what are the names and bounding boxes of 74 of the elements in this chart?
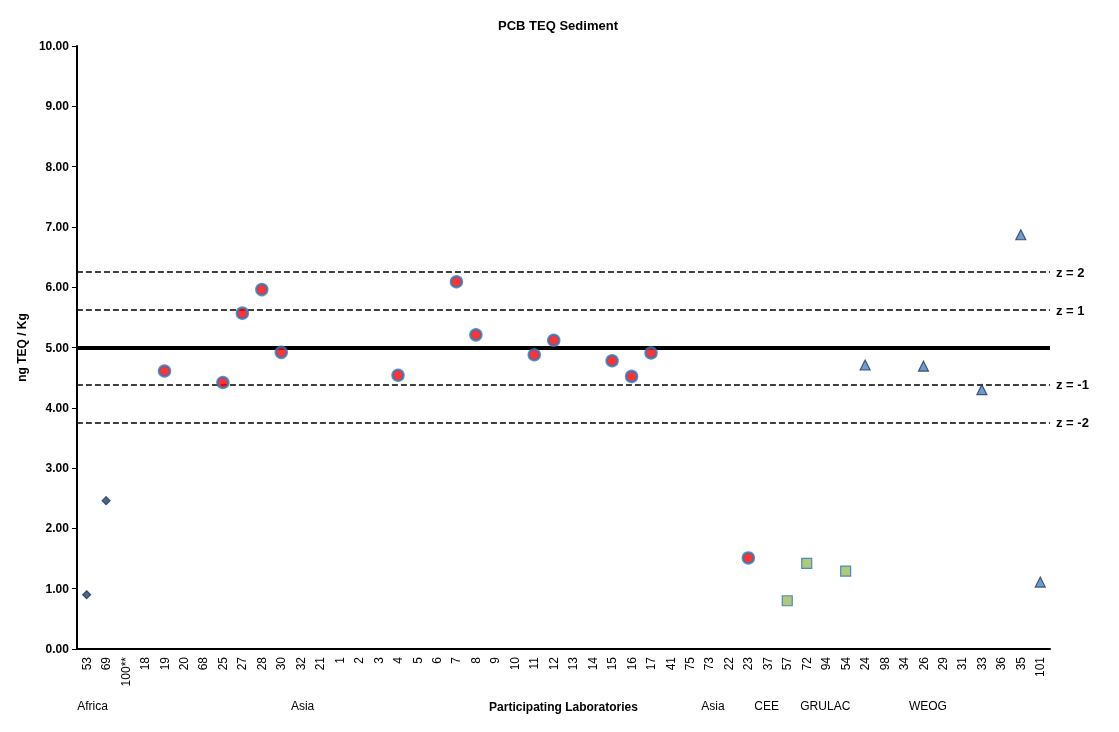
x-tick-label: 31 — [955, 656, 970, 671]
x-tick-label: 41 — [663, 656, 678, 671]
x-tick-label: 30 — [274, 656, 289, 671]
y-tick-label: 5.00 — [45, 340, 70, 355]
x-tick-label: 19 — [157, 656, 172, 671]
y-tick-label: 8.00 — [45, 159, 70, 174]
x-tick-label: 75 — [682, 656, 697, 671]
x-tick-label: 94 — [819, 656, 834, 671]
y-tick-label: 2.00 — [45, 521, 70, 536]
x-tick-label: 25 — [215, 656, 230, 671]
x-tick-label: 73 — [702, 656, 717, 671]
x-tick-label: 17 — [644, 656, 659, 671]
x-tick-label: 72 — [799, 656, 814, 671]
x-tick-label: 9 — [488, 656, 503, 664]
x-tick-label: 57 — [780, 656, 795, 671]
x-tick-label: 35 — [1013, 656, 1028, 671]
x-tick-label: 7 — [449, 656, 464, 664]
text: Africa — [77, 699, 109, 713]
x-tick-label: 2 — [352, 656, 367, 664]
text: Asia — [290, 699, 315, 713]
y-tick-label: 6.00 — [45, 280, 70, 295]
text: CEE — [754, 699, 780, 713]
x-tick-label: 32 — [293, 656, 308, 671]
x-tick-label: 21 — [313, 656, 328, 671]
x-tick-label: 5 — [410, 656, 425, 664]
x-axis-title: Participating Laboratories — [489, 700, 639, 714]
x-tick-label: 20 — [176, 656, 191, 671]
x-tick-label: 24 — [858, 656, 873, 671]
y-tick-label: 0.00 — [45, 642, 70, 656]
x-tick-label: 1 — [332, 656, 347, 664]
x-tick-label: 26 — [916, 656, 931, 671]
x-tick-label: 3 — [371, 656, 386, 664]
y-tick-label: 7.00 — [45, 219, 70, 234]
x-tick-label: 28 — [254, 656, 269, 671]
x-tick-label: 29 — [935, 656, 950, 671]
text: Asia — [701, 699, 725, 713]
y-tick-label: 3.00 — [45, 461, 70, 476]
text: WEOG — [908, 699, 947, 713]
text: GRULAC — [800, 699, 851, 713]
x-tick-label: 27 — [235, 656, 250, 671]
x-tick-label: 8 — [468, 656, 483, 664]
x-tick-label: 98 — [877, 656, 892, 671]
x-tick-label: 23 — [741, 656, 756, 671]
x-tick-label: 13 — [566, 656, 581, 671]
x-tick-label: 69 — [99, 656, 114, 671]
y-tick-label: 10.00 — [38, 39, 70, 53]
y-axis-title: ng TEQ / Kg — [15, 313, 29, 382]
x-tick-label: 11 — [527, 656, 542, 670]
x-tick-label: 16 — [624, 656, 639, 671]
x-tick-label: 68 — [196, 656, 211, 671]
y-tick-label: 4.00 — [45, 400, 70, 415]
text: z = -2 — [1056, 415, 1089, 431]
text: z = -1 — [1056, 377, 1089, 393]
x-tick-label: 12 — [546, 656, 561, 671]
y-tick-label: 1.00 — [45, 581, 70, 596]
x-tick-label: 33 — [974, 656, 989, 671]
text: z = 2 — [1056, 264, 1085, 280]
x-tick-label: 37 — [760, 656, 775, 671]
x-tick-label: 100** — [118, 656, 133, 687]
x-tick-label: 53 — [79, 656, 94, 671]
x-tick-label: 10 — [507, 656, 522, 671]
x-tick-label: 18 — [138, 656, 153, 671]
x-tick-label: 6 — [429, 656, 444, 664]
x-tick-label: 15 — [605, 656, 620, 671]
x-tick-label: 54 — [838, 656, 853, 671]
x-tick-label: 101 — [1033, 656, 1048, 678]
x-tick-label: 36 — [994, 656, 1009, 671]
x-tick-label: 34 — [897, 656, 912, 671]
x-tick-label: 4 — [391, 656, 406, 664]
chart-title: PCB TEQ Sediment — [498, 18, 619, 33]
x-tick-label: 22 — [721, 656, 736, 671]
text: z = 1 — [1056, 302, 1085, 318]
y-tick-label: 9.00 — [45, 99, 70, 114]
x-tick-label: 14 — [585, 656, 600, 671]
